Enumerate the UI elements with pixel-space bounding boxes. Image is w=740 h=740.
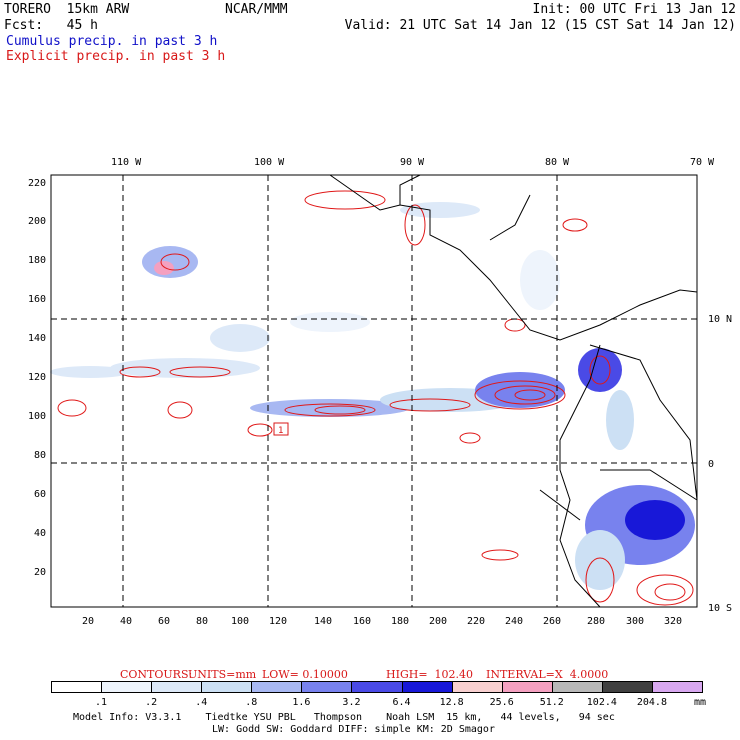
x-axis: 20 40 60 80 100 120 140 160 180 200 220 … xyxy=(82,616,682,627)
low-marker: 1 xyxy=(278,426,283,436)
cumulus-precip-shading xyxy=(50,202,695,590)
legend-swatch xyxy=(451,681,503,693)
model-title: TORERO 15km ARW xyxy=(4,2,130,17)
lon-label: 90 W xyxy=(400,157,425,168)
legend-label: 25.6 xyxy=(489,697,514,708)
legend-swatch xyxy=(201,681,253,693)
y-tick: 200 xyxy=(28,216,46,227)
contours-label: CONTOURS: xyxy=(120,668,193,681)
explicit-field-label: Explicit precip. in past 3 h xyxy=(6,49,226,64)
y-tick: 60 xyxy=(34,489,46,500)
contours-high: HIGH= 102.40 xyxy=(386,668,474,681)
legend-label: 204.8 xyxy=(636,697,667,708)
x-tick: 240 xyxy=(505,616,523,627)
x-tick: 140 xyxy=(314,616,332,627)
legend-label: 3.2 xyxy=(342,697,361,708)
lat-labels: 10 N 0 10 S xyxy=(708,314,732,614)
x-tick: 300 xyxy=(626,616,644,627)
legend-swatch xyxy=(101,681,153,693)
legend-swatch xyxy=(251,681,303,693)
lon-label: 70 W xyxy=(690,157,715,168)
x-tick: 80 xyxy=(196,616,208,627)
x-tick: 40 xyxy=(120,616,132,627)
contours-interval: INTERVAL=X 4.0000 xyxy=(486,668,609,681)
legend-swatch xyxy=(401,681,453,693)
x-tick: 60 xyxy=(158,616,170,627)
lat-lon-grid xyxy=(51,175,697,607)
model-info-line2: LW: Godd SW: Goddard DIFF: simple KM: 2D… xyxy=(212,724,495,735)
lon-label: 80 W xyxy=(545,157,570,168)
legend-label: .4 xyxy=(195,697,208,708)
legend-label: .1 xyxy=(95,697,108,708)
legend-unit: mm xyxy=(694,697,707,708)
legend-label: 6.4 xyxy=(392,697,411,708)
x-tick: 100 xyxy=(231,616,249,627)
lat-label: 10 N xyxy=(708,314,732,325)
legend-swatch xyxy=(351,681,403,693)
legend-label: 1.6 xyxy=(292,697,311,708)
lon-label: 100 W xyxy=(254,157,285,168)
legend-swatch xyxy=(551,681,603,693)
legend-label: 102.4 xyxy=(586,697,617,708)
legend-swatch xyxy=(51,681,103,693)
x-tick: 220 xyxy=(467,616,485,627)
y-tick: 120 xyxy=(28,372,46,383)
legend-label: 12.8 xyxy=(439,697,464,708)
lon-label: 110 W xyxy=(111,157,142,168)
legend-swatch xyxy=(601,681,653,693)
init-time: Init: 00 UTC Fri 13 Jan 12 xyxy=(532,2,737,17)
legend-label: 51.2 xyxy=(539,697,564,708)
valid-time: Valid: 21 UTC Sat 14 Jan 12 (15 CST Sat … xyxy=(344,18,736,33)
legend-swatch xyxy=(651,681,703,693)
y-tick: 180 xyxy=(28,255,46,266)
x-tick: 180 xyxy=(391,616,409,627)
y-axis: 220 200 180 160 140 120 100 80 60 40 20 xyxy=(28,178,46,578)
x-tick: 260 xyxy=(543,616,561,627)
x-tick: 280 xyxy=(587,616,605,627)
x-tick: 20 xyxy=(82,616,94,627)
cumulus-field-label: Cumulus precip. in past 3 h xyxy=(6,34,218,49)
x-tick: 320 xyxy=(664,616,682,627)
legend-swatch xyxy=(301,681,353,693)
coastlines xyxy=(329,174,698,608)
legend-label: .2 xyxy=(145,697,158,708)
y-tick: 160 xyxy=(28,294,46,305)
lon-labels: 110 W 100 W 90 W 80 W 70 W xyxy=(111,157,715,168)
legend-label: .8 xyxy=(245,697,258,708)
y-tick: 220 xyxy=(28,178,46,189)
contours-units: UNITS=mm xyxy=(188,668,257,681)
explicit-precip-contours xyxy=(57,190,694,606)
y-tick: 80 xyxy=(34,450,46,461)
low-marker-box xyxy=(273,422,289,436)
y-tick: 100 xyxy=(28,411,46,422)
x-tick: 200 xyxy=(429,616,447,627)
lat-label: 0 xyxy=(708,459,714,470)
forecast-hour: Fcst: 45 h xyxy=(4,18,98,33)
y-tick: 40 xyxy=(34,528,46,539)
y-tick: 140 xyxy=(28,333,46,344)
map-frame xyxy=(50,174,698,608)
lat-label: 10 S xyxy=(708,603,732,614)
x-tick: 160 xyxy=(353,616,371,627)
y-tick: 20 xyxy=(34,567,46,578)
model-info: Model Info: V3.3.1 Tiedtke YSU PBL Thomp… xyxy=(73,712,615,723)
contours-low: LOW= 0.10000 xyxy=(262,668,348,681)
legend-swatch xyxy=(501,681,553,693)
legend-swatch xyxy=(151,681,203,693)
x-tick: 120 xyxy=(269,616,287,627)
org-label: NCAR/MMM xyxy=(225,2,288,17)
